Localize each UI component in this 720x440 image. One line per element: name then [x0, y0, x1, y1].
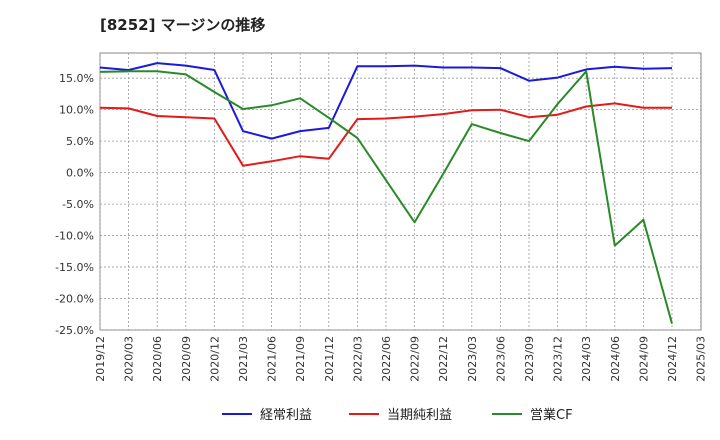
x-tick-label: 2024/06	[609, 336, 622, 382]
x-tick-label: 2022/06	[380, 336, 393, 382]
y-tick-label: 15.0%	[59, 72, 94, 85]
legend-label: 当期純利益	[387, 408, 452, 423]
x-tick-label: 2023/12	[552, 336, 565, 382]
legend-label: 営業CF	[530, 407, 573, 423]
y-tick-label: -10.0%	[55, 230, 94, 243]
x-tick-label: 2022/03	[351, 336, 364, 382]
y-tick-label: 5.0%	[66, 135, 94, 148]
x-tick-label: 2025/03	[695, 336, 708, 382]
x-tick-label: 2020/06	[151, 336, 164, 382]
y-tick-label: 10.0%	[59, 104, 94, 117]
x-tick-label: 2020/12	[208, 336, 221, 382]
legend-label: 経常利益	[260, 408, 312, 423]
legend: 経常利益 当期純利益 営業CF	[222, 407, 573, 423]
x-tick-label: 2020/03	[123, 336, 136, 382]
x-tick-label: 2023/06	[494, 336, 507, 382]
y-tick-label: -15.0%	[55, 261, 94, 274]
series-line	[99, 102, 672, 167]
x-tick-label: 2021/12	[323, 336, 336, 382]
y-tick-label: -25.0%	[55, 324, 94, 337]
plot-frame	[99, 52, 702, 331]
x-tick-label: 2020/09	[180, 336, 193, 382]
x-axis: 2019/12 2020/03 2020/06 2020/09 2020/12 2021/…	[94, 336, 708, 382]
x-tick-label: 2024/12	[666, 336, 679, 382]
y-tick-label: 0.0%	[66, 167, 94, 180]
x-tick-label: 2022/09	[409, 336, 422, 382]
x-tick-label: 2019/12	[94, 336, 107, 382]
series-line	[99, 62, 673, 140]
x-tick-label: 2023/09	[523, 336, 536, 382]
x-tick-label: 2021/06	[266, 336, 279, 382]
y-tick-label: -20.0%	[55, 293, 94, 306]
x-tick-label: 2022/12	[437, 336, 450, 382]
series-line	[99, 70, 673, 324]
x-tick-label: 2024/03	[580, 336, 593, 382]
y-axis: 15.0% 10.0% 5.0% 0.0% -5.0% -10.0% -15.0% -20.0…	[55, 72, 94, 337]
x-tick-label: 2021/03	[237, 336, 250, 382]
y-tick-label: -5.0%	[62, 198, 94, 211]
chart-title: [8252] マージンの推移	[100, 16, 266, 34]
x-tick-label: 2023/03	[466, 336, 479, 382]
x-tick-label: 2021/09	[294, 336, 307, 382]
grid	[99, 52, 702, 331]
x-tick-label: 2024/09	[637, 336, 650, 382]
series-lines	[99, 62, 673, 324]
